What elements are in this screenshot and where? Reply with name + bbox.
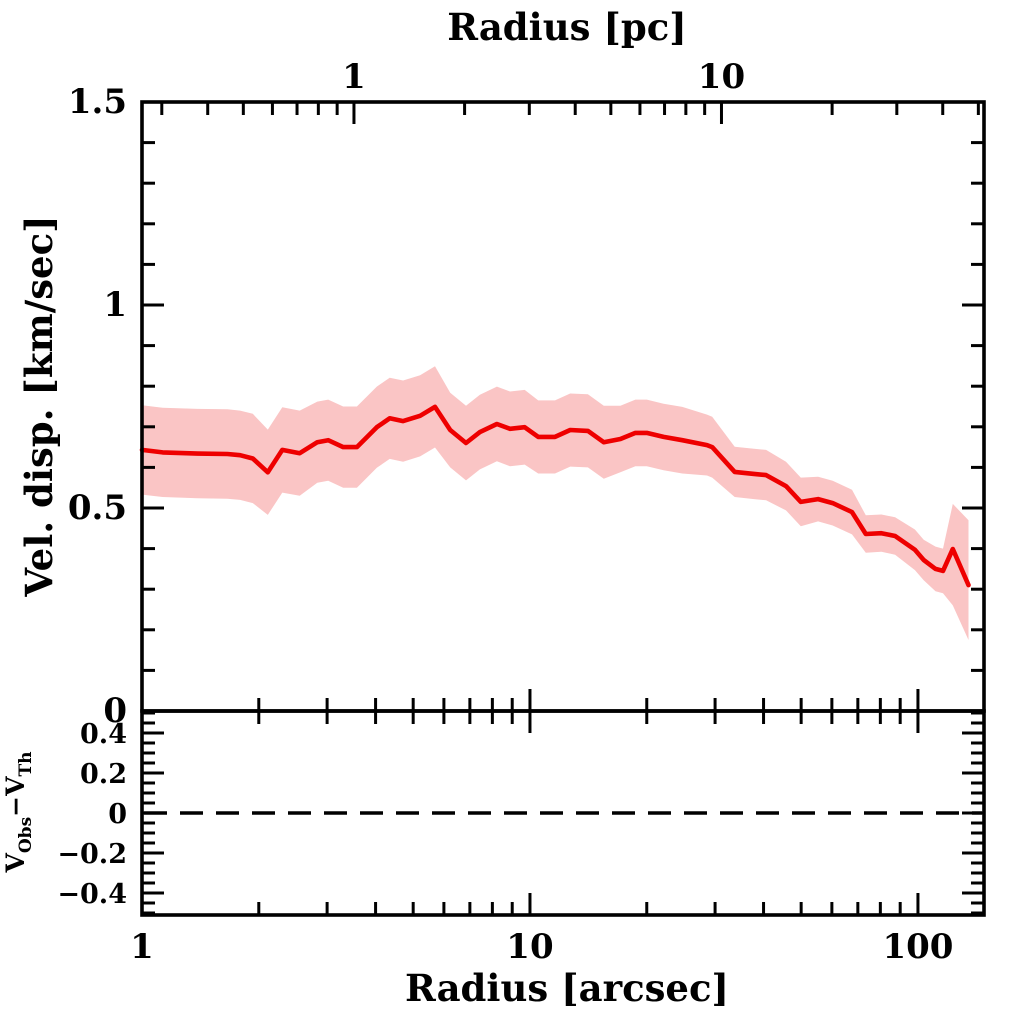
y-axis-tick-label: 0.5 — [68, 488, 127, 528]
bottom-axis-tick-label: 1 — [130, 927, 154, 967]
bottom-axis-tick-label: 10 — [506, 927, 553, 967]
y-axis-tick-label: 1 — [103, 285, 127, 325]
residual-label-base1: V — [1, 853, 30, 874]
bottom-axis-title: Radius [arcsec] — [405, 966, 729, 1010]
residual-label-sub2: Th — [16, 751, 36, 776]
y-axis-tick-label: 0 — [103, 691, 127, 731]
residual-axis-title: VObs−VTh — [1, 751, 36, 873]
dispersion-line — [139, 404, 971, 588]
top-axis-title: Radius [pc] — [447, 5, 687, 49]
residual-label-sub1: Obs — [16, 817, 36, 853]
top-axis-tick-label: 10 — [698, 57, 745, 97]
residual-label-base2: −V — [1, 776, 30, 817]
top-axis-tick-label: 1 — [342, 57, 366, 97]
residual-y-tick-label: −0.4 — [57, 879, 127, 910]
left-axis-title: Vel. disp. [km/sec] — [17, 215, 61, 597]
y-axis-tick-label: 1.5 — [68, 82, 127, 122]
residual-y-tick-label: 0.4 — [80, 719, 127, 750]
residual-y-tick-label: 0 — [108, 799, 127, 830]
confidence-band — [142, 366, 969, 640]
residual-y-tick-label: −0.2 — [57, 839, 127, 870]
bottom-axis-tick-label: 100 — [882, 927, 953, 967]
residual-y-tick-label: 0.2 — [80, 759, 127, 790]
